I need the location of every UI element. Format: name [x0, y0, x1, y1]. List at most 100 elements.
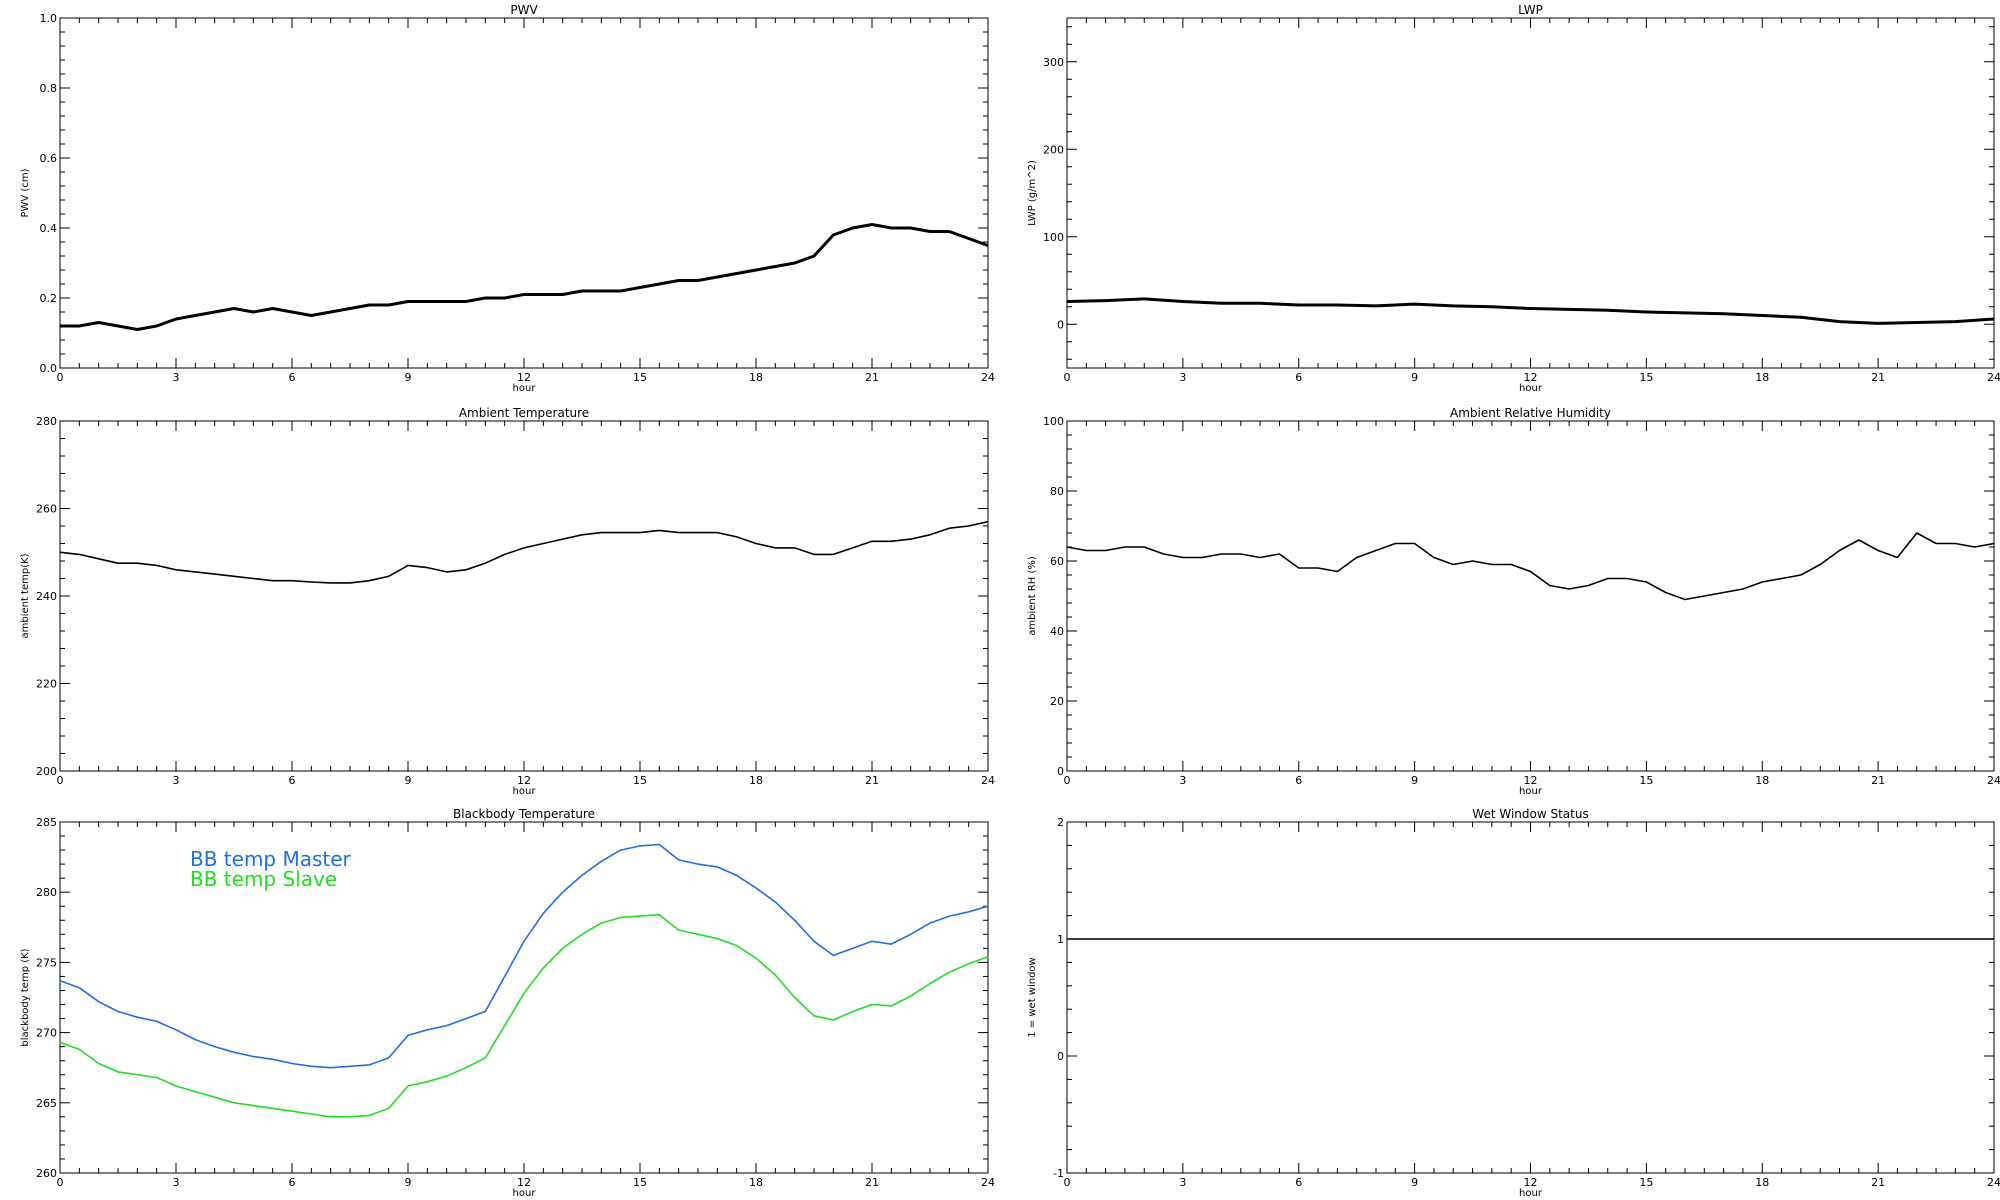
y-axis-label: ambient temp(K) [20, 553, 31, 638]
x-tick-label: 0 [57, 774, 64, 787]
plot-frame [1066, 17, 1995, 369]
x-tick-label: 15 [1639, 774, 1653, 787]
x-tick-label: 12 [1524, 371, 1538, 384]
x-tick-label: 12 [517, 774, 531, 787]
y-tick-label: 275 [36, 956, 57, 969]
y-tick-label: 200 [36, 765, 57, 778]
chart-title: Wet Window Status [1472, 807, 1588, 821]
x-axis-label: hour [513, 786, 537, 797]
x-tick-label: 6 [1295, 774, 1302, 787]
y-tick-label: 270 [36, 1027, 57, 1040]
x-tick-label: 24 [981, 1176, 995, 1189]
series-line-0 [1066, 297, 1995, 325]
x-tick-label: 9 [405, 774, 412, 787]
legend-entry: BB temp Master [190, 847, 352, 871]
y-tick-label: 1 [1057, 933, 1064, 946]
plot-frame [1066, 420, 1995, 772]
y-tick-label: 20 [1050, 695, 1064, 708]
x-tick-label: 12 [1524, 1176, 1538, 1189]
x-tick-label: 21 [1871, 774, 1885, 787]
chart-title: Blackbody Temperature [453, 807, 595, 821]
x-tick-label: 24 [1987, 371, 2000, 384]
x-tick-label: 24 [1987, 774, 2000, 787]
chart-title: Ambient Relative Humidity [1450, 406, 1611, 420]
x-tick-label: 18 [1755, 774, 1769, 787]
y-tick-label: 100 [1043, 231, 1064, 244]
x-tick-label: 12 [517, 1176, 531, 1189]
x-tick-label: 18 [749, 371, 763, 384]
x-tick-label: 21 [1871, 1176, 1885, 1189]
x-tick-label: 0 [1064, 774, 1071, 787]
x-tick-label: 6 [289, 371, 296, 384]
x-tick-label: 24 [1987, 1176, 2000, 1189]
x-axis-label: hour [513, 1188, 537, 1199]
y-tick-label: 280 [36, 415, 57, 428]
y-tick-label: 0.0 [40, 362, 58, 375]
y-tick-label: 300 [1043, 56, 1064, 69]
x-tick-label: 6 [289, 774, 296, 787]
chart-title: PWV [510, 3, 538, 17]
x-tick-label: 6 [1295, 1176, 1302, 1189]
y-tick-label: 40 [1050, 625, 1064, 638]
x-tick-label: 12 [1524, 774, 1538, 787]
y-tick-label: 60 [1050, 555, 1064, 568]
x-tick-label: 3 [173, 1176, 180, 1189]
x-axis-label: hour [1519, 786, 1543, 797]
x-tick-label: 21 [865, 1176, 879, 1189]
chart-ambient-rh: Ambient Relative Humidity 0 3 6 9 12 15 18 21 24 h… [1027, 406, 2000, 797]
series-line-0 [59, 520, 989, 584]
y-tick-label: 0 [1057, 1050, 1064, 1063]
x-tick-label: 3 [173, 371, 180, 384]
series-line-1 [59, 913, 989, 1118]
x-tick-label: 15 [633, 774, 647, 787]
y-tick-label: 220 [36, 678, 57, 691]
x-tick-label: 3 [1179, 1176, 1186, 1189]
chart-ambient-temp: Ambient Temperature 0 3 6 9 12 15 18 21 24 hour 200… [20, 406, 995, 797]
x-tick-label: 3 [1179, 774, 1186, 787]
x-tick-label: 0 [57, 371, 64, 384]
y-tick-label: 200 [1043, 143, 1064, 156]
x-tick-label: 21 [1871, 371, 1885, 384]
series-line-0 [59, 843, 989, 1069]
x-tick-label: 0 [1064, 1176, 1071, 1189]
chart-blackbody-temp: Blackbody Temperature 0 3 6 9 12 15 18 21 24 hour 2… [20, 807, 995, 1199]
y-tick-label: 100 [1043, 415, 1064, 428]
y-tick-label: 280 [36, 886, 57, 899]
x-tick-label: 21 [865, 371, 879, 384]
x-tick-label: 18 [1755, 371, 1769, 384]
y-tick-label: 0 [1057, 318, 1064, 331]
y-tick-label: 260 [36, 1167, 57, 1180]
x-tick-label: 24 [981, 774, 995, 787]
legend-entry: BB temp Slave [190, 867, 337, 891]
x-tick-label: 15 [1639, 1176, 1653, 1189]
x-tick-label: 18 [749, 1176, 763, 1189]
chart-title: Ambient Temperature [459, 406, 589, 420]
chart-title: LWP [1518, 3, 1543, 17]
y-tick-label: 265 [36, 1097, 57, 1110]
y-axis-label: 1 = wet window [1027, 957, 1038, 1037]
y-tick-label: 0.6 [40, 152, 58, 165]
y-tick-label: 260 [36, 503, 57, 516]
chart-lwp: LWP 0 3 6 9 12 15 18 21 24 hour 0 100 200 300 LWP (g/m^… [1027, 3, 2000, 394]
x-axis-label: hour [1519, 383, 1543, 394]
plot-frame [1066, 821, 1995, 1174]
chart-pwv: PWV 0 3 6 9 12 15 18 21 24 hour 0.0 0.2 0.4 0.6 0.8 1.0 P… [20, 3, 995, 394]
x-tick-label: 18 [749, 774, 763, 787]
x-tick-label: 9 [1411, 371, 1418, 384]
x-tick-label: 3 [1179, 371, 1186, 384]
y-axis-label: PWV (cm) [20, 168, 31, 217]
y-axis-label: blackbody temp (K) [20, 948, 31, 1046]
x-tick-label: 24 [981, 371, 995, 384]
x-tick-label: 12 [517, 371, 531, 384]
y-tick-label: 2 [1057, 816, 1064, 829]
y-tick-label: 0.8 [40, 82, 58, 95]
x-tick-label: 0 [1064, 371, 1071, 384]
y-axis-label: LWP (g/m^2) [1027, 160, 1038, 226]
y-tick-label: 80 [1050, 485, 1064, 498]
x-tick-label: 9 [1411, 1176, 1418, 1189]
y-tick-label: 0 [1057, 765, 1064, 778]
series-line-0 [1066, 532, 1995, 601]
y-tick-label: -1 [1053, 1167, 1064, 1180]
